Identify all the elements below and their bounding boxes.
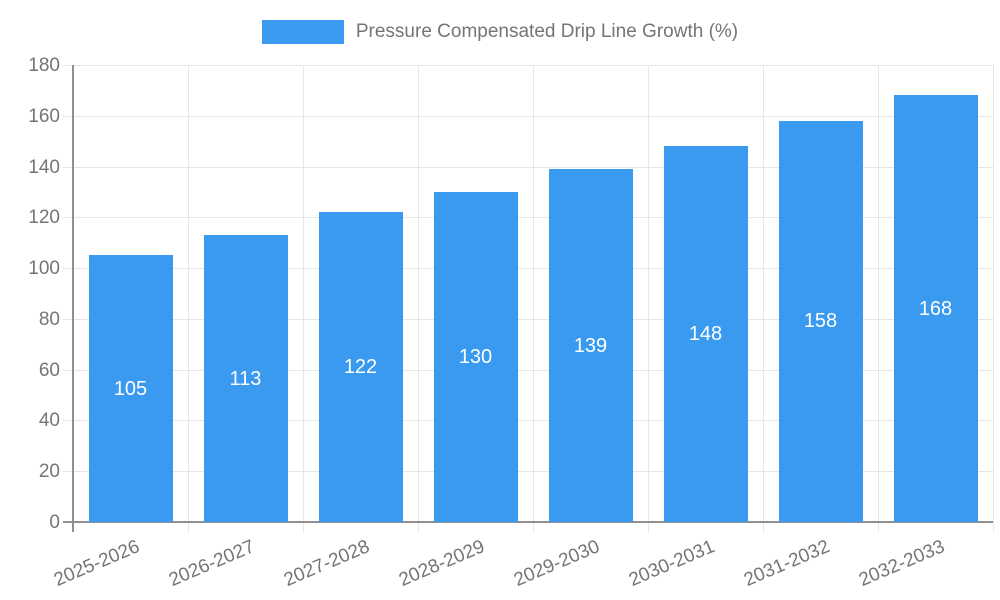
y-tick-label: 180 xyxy=(28,55,60,76)
y-gridline xyxy=(63,420,993,422)
x-gridline xyxy=(993,65,994,532)
y-tick-label: 60 xyxy=(38,359,60,381)
legend[interactable]: Pressure Compensated Drip Line Growth (%… xyxy=(0,18,1000,46)
x-gridline xyxy=(418,65,419,532)
y-gridline xyxy=(63,217,993,219)
bar[interactable]: 105 xyxy=(88,255,173,522)
x-gridline xyxy=(303,65,304,532)
y-tick-label: 140 xyxy=(28,156,60,178)
y-gridline xyxy=(63,65,993,66)
bar-value-label: 105 xyxy=(113,377,148,400)
bar[interactable]: 113 xyxy=(203,235,288,522)
x-axis-line xyxy=(63,521,993,523)
y-gridline xyxy=(63,318,993,320)
bar[interactable]: 158 xyxy=(778,120,863,522)
x-gridline xyxy=(648,65,649,532)
y-gridline xyxy=(63,471,993,473)
x-gridline xyxy=(763,65,764,532)
y-gridline xyxy=(63,115,993,117)
y-gridline xyxy=(63,268,993,270)
bar-value-label: 113 xyxy=(229,367,262,390)
bar[interactable]: 122 xyxy=(318,212,403,522)
bar[interactable]: 168 xyxy=(893,95,978,522)
y-tick-label: 120 xyxy=(28,207,60,229)
y-tick-label: 40 xyxy=(38,410,60,432)
y-tick-label: 100 xyxy=(28,258,60,280)
y-axis-line xyxy=(72,65,74,532)
legend-swatch xyxy=(261,20,344,44)
bar-value-label: 168 xyxy=(918,297,953,320)
x-gridline xyxy=(878,65,879,532)
y-tick-label: 80 xyxy=(38,308,60,330)
bar-value-label: 130 xyxy=(458,345,493,368)
bar-value-label: 139 xyxy=(573,334,608,357)
y-gridline xyxy=(63,166,993,168)
legend-label: Pressure Compensated Drip Line Growth (%… xyxy=(355,21,739,42)
x-gridline xyxy=(188,65,189,532)
bar-value-label: 148 xyxy=(688,323,723,346)
y-tick-label: 160 xyxy=(28,105,60,127)
y-gridline xyxy=(63,369,993,371)
bar[interactable]: 139 xyxy=(548,169,633,522)
bar[interactable]: 148 xyxy=(663,146,748,522)
bar[interactable]: 130 xyxy=(433,191,518,522)
bar-value-label: 158 xyxy=(803,310,838,333)
y-tick-label: 20 xyxy=(38,461,60,483)
y-tick-label: 0 xyxy=(49,512,60,533)
x-gridline xyxy=(533,65,534,532)
bar-value-label: 122 xyxy=(343,356,378,379)
